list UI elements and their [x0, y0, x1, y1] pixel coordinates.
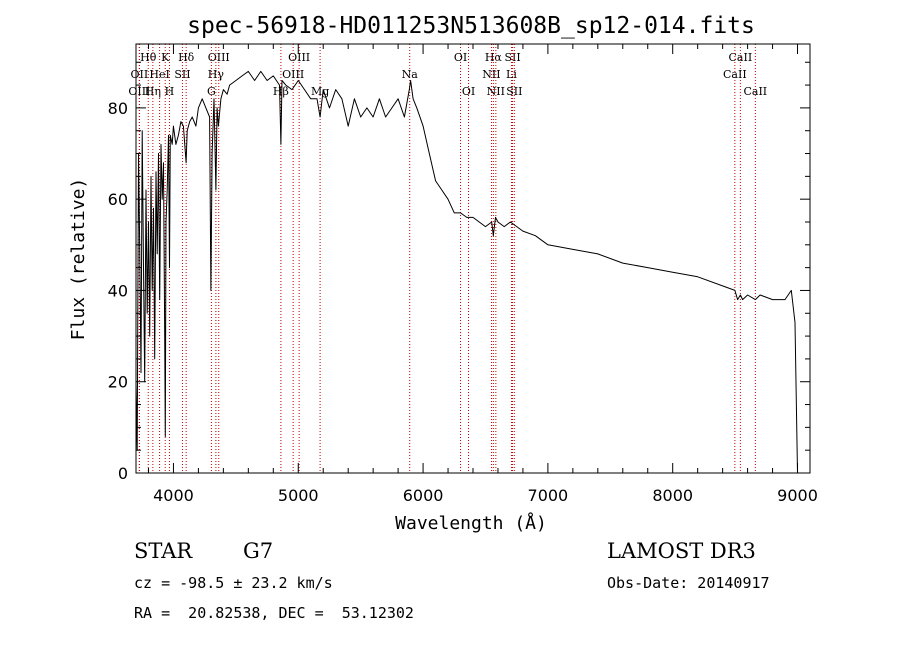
y-axis: 0 20 40 60 80	[108, 61, 810, 483]
spectral-line-label: Hβ	[273, 85, 289, 98]
spectral-line-label: OIII	[288, 51, 310, 64]
spectral-line-label: Hθ	[140, 51, 157, 64]
spectral-line-label: NII	[487, 85, 505, 98]
y-tick-label: 60	[108, 190, 128, 209]
x-tick-label: 4000	[153, 486, 194, 505]
x-axis-label: Wavelength (Å)	[395, 512, 547, 534]
survey-name: LAMOST DR3	[607, 539, 756, 563]
y-tick-label: 40	[108, 281, 128, 300]
spectral-line-label: H	[165, 85, 175, 98]
ra-dec: RA = 20.82538, DEC = 53.12302	[134, 604, 414, 622]
spectral-line-label: SII	[174, 68, 190, 81]
spectral-line-label: G	[207, 85, 216, 98]
spectral-line-label: K	[161, 51, 170, 64]
spectral-line-label: OI	[454, 51, 467, 64]
spectral-line-label: HeI	[149, 68, 169, 81]
object-subclass: G7	[243, 539, 274, 563]
spectral-line-label: Hγ	[208, 68, 225, 81]
spectral-line-label: Mg	[311, 85, 329, 98]
spectral-line-label: CaII	[729, 51, 753, 64]
spectral-line-label: OIII	[208, 51, 230, 64]
spectral-line-label: OIII	[128, 85, 150, 98]
y-tick-label: 20	[108, 373, 128, 392]
spectral-line-label: CaII	[723, 68, 747, 81]
y-tick-label: 0	[118, 464, 128, 483]
x-tick-label: 9000	[777, 486, 818, 505]
y-axis-label: Flux (relative)	[68, 178, 89, 341]
x-tick-label: 5000	[278, 486, 319, 505]
y-tick-label: 80	[108, 99, 128, 118]
spectral-line-label: Hη	[145, 85, 161, 98]
spectral-line-label: Li	[506, 68, 517, 81]
spectral-line-label: SII	[506, 85, 522, 98]
x-axis: 4000 5000 6000 7000 8000 9000	[147, 44, 818, 505]
spectrum-series	[135, 70, 798, 474]
spectral-line-label: CaII	[743, 85, 767, 98]
spectral-line-label: Hα	[485, 51, 503, 64]
x-tick-label: 7000	[528, 486, 569, 505]
plot-frame	[135, 43, 811, 474]
spectral-line-label: OIII	[282, 68, 304, 81]
x-tick-label: 6000	[403, 486, 444, 505]
spectral-line-label: SII	[504, 51, 520, 64]
x-tick-label: 8000	[652, 486, 693, 505]
observation-date: Obs-Date: 20140917	[607, 574, 770, 592]
spectral-line-label: NII	[482, 68, 500, 81]
spectral-line-label: Hδ	[178, 51, 195, 64]
spectral-line-label: OI	[462, 85, 475, 98]
spectrum-line	[135, 70, 798, 474]
spectral-line-label: Na	[402, 68, 419, 81]
chart-title: spec-56918-HD011253N513608B_sp12-014.fit…	[187, 13, 755, 39]
redshift-cz: cz = -98.5 ± 23.2 km/s	[134, 574, 333, 592]
object-class: STAR	[134, 539, 193, 563]
